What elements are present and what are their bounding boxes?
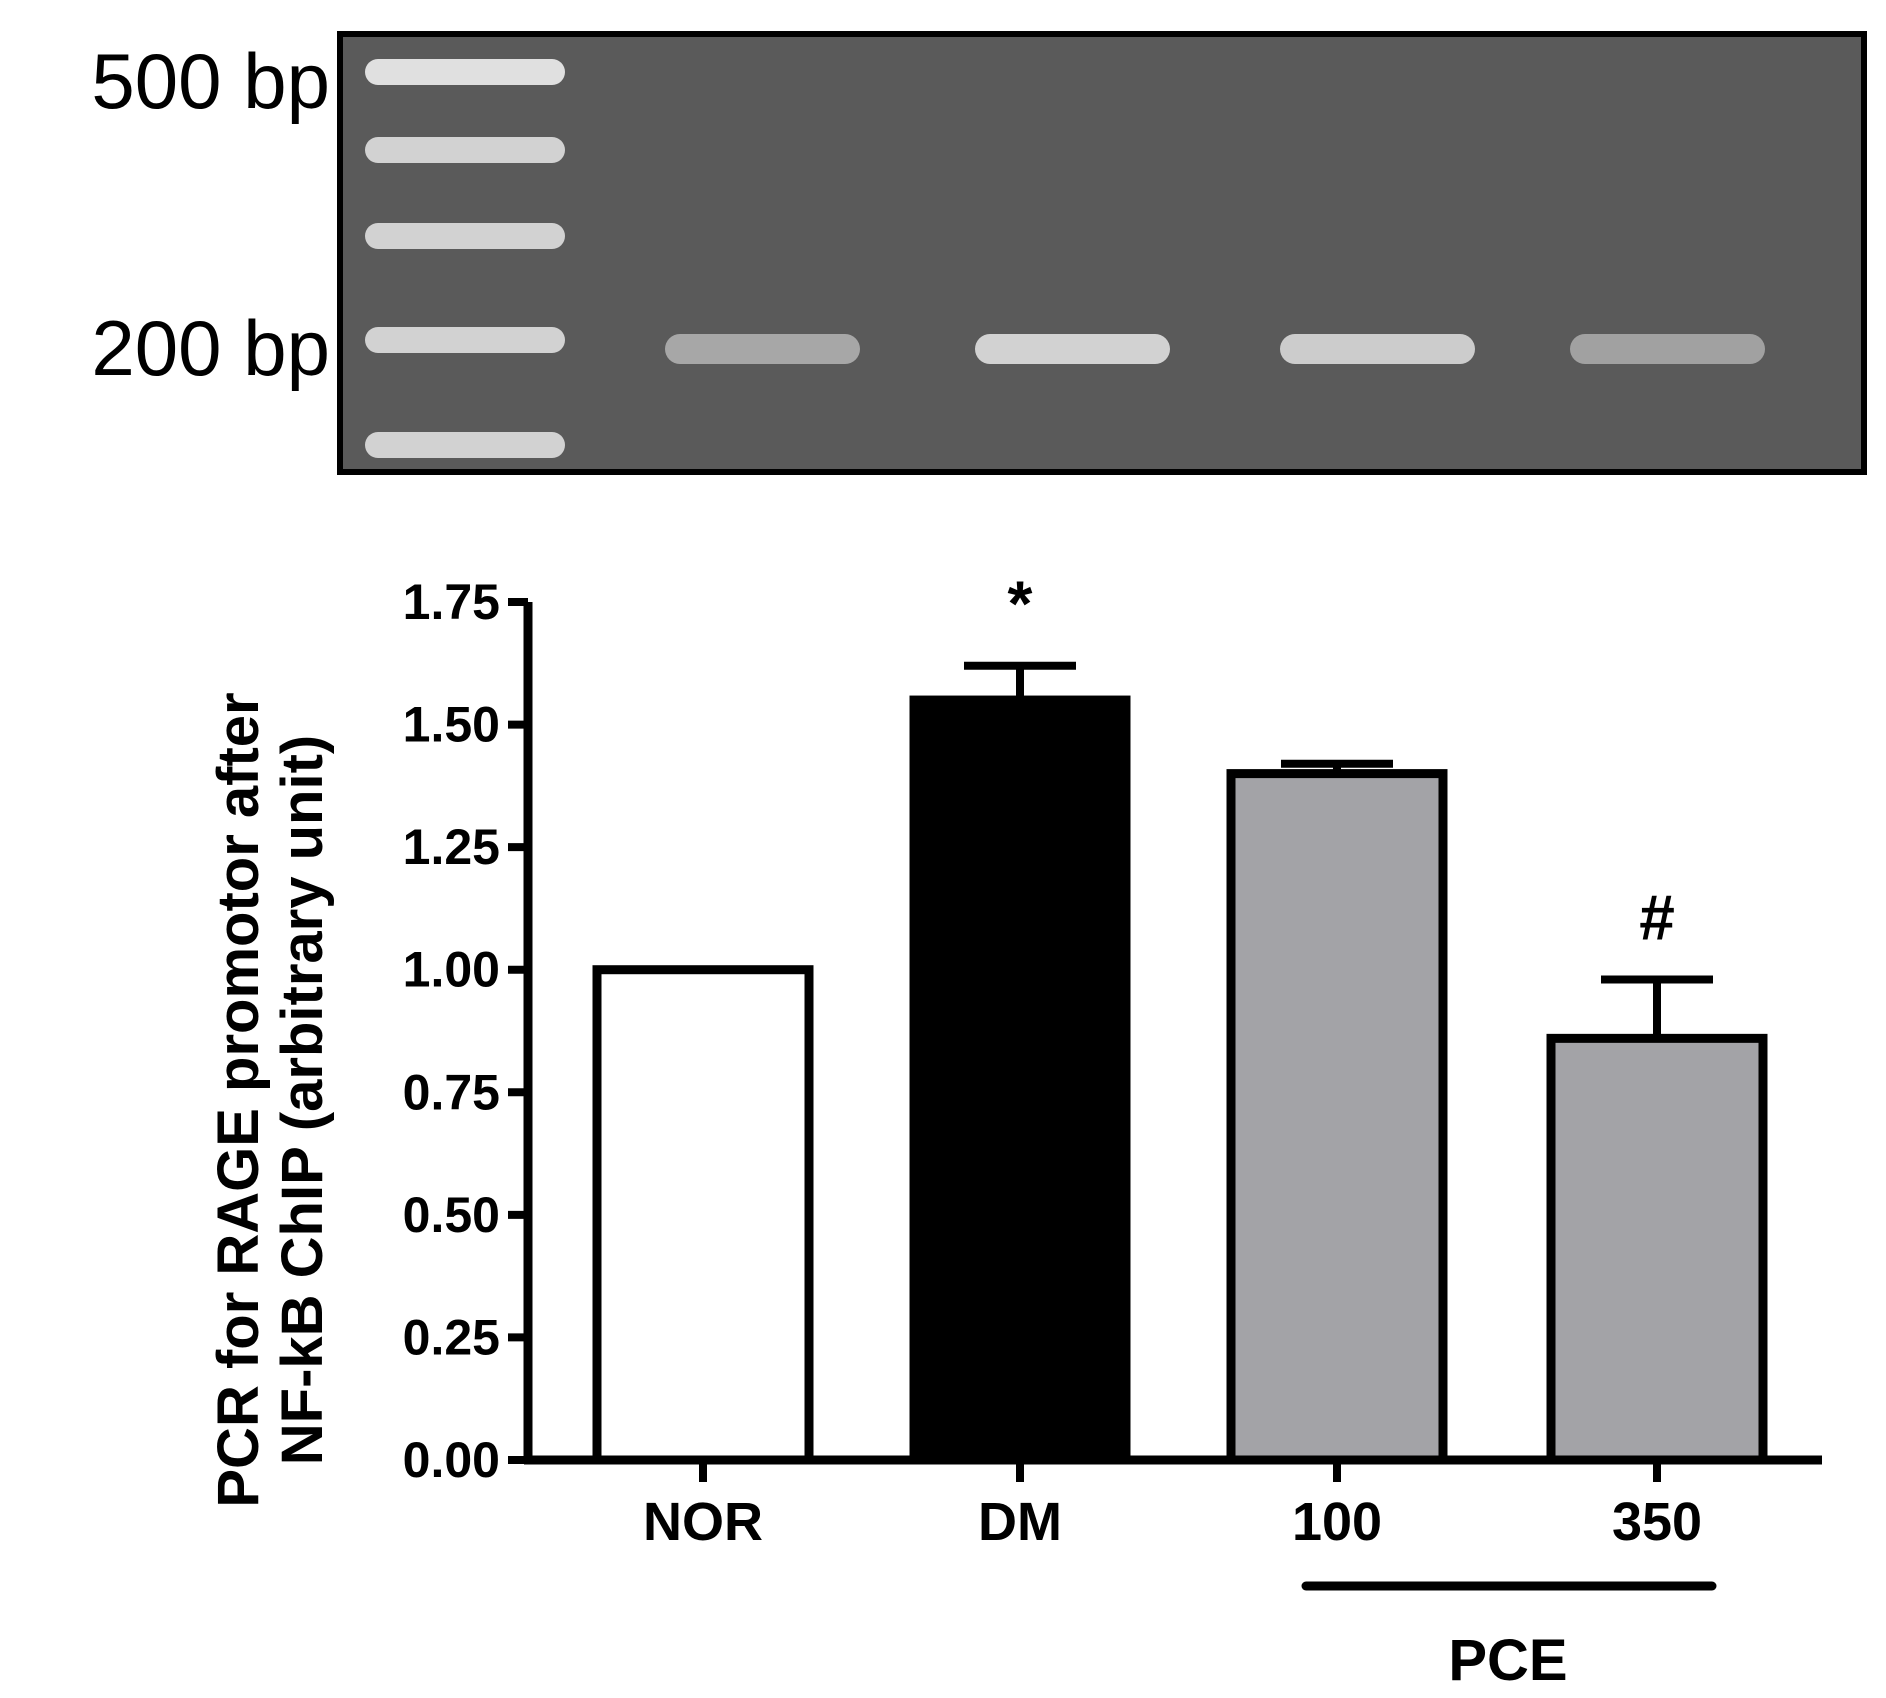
x-tick-label-100: 100: [1292, 1492, 1382, 1552]
bar-350: [1546, 1033, 1768, 1465]
ladder-band: [365, 327, 565, 353]
bar-dm: [909, 695, 1131, 1465]
bar-100: [1226, 769, 1448, 1465]
y-tick-label: 0.50: [403, 1187, 500, 1243]
error-bars: [964, 661, 1713, 1039]
sample-band: [665, 334, 860, 364]
y-tick-label: 0.75: [403, 1064, 500, 1120]
y-tick-label: 1.00: [403, 942, 500, 998]
group-label-pce: PCE: [1448, 1628, 1567, 1693]
ladder-band: [365, 432, 565, 458]
y-tick-label: 1.25: [403, 819, 500, 875]
y-tick-label: 1.50: [403, 697, 500, 753]
bar-nor: [592, 965, 814, 1465]
y-axis-label-line-1: PCR for RAGE promotor after: [206, 692, 271, 1507]
sample-band: [1570, 334, 1765, 364]
x-tick-label-350: 350: [1612, 1492, 1702, 1552]
x-tick-label-dm: DM: [978, 1492, 1062, 1552]
bars: [592, 695, 1768, 1465]
significance-mark: #: [1639, 882, 1675, 954]
sample-band: [975, 334, 1170, 364]
sample-band: [1280, 334, 1475, 364]
y-tick-label: 0.25: [403, 1309, 500, 1365]
marker-label-200bp: 200 bp: [91, 304, 330, 392]
gel-panel: 500 bp 200 bp: [91, 31, 1867, 475]
ladder-band: [365, 137, 565, 163]
gel-bands: [365, 59, 1765, 458]
significance-marks: *#: [1008, 568, 1675, 954]
x-axis-ticks: NOR DM 100 350: [643, 1460, 1702, 1552]
y-tick-label: 0.00: [403, 1432, 500, 1488]
y-axis-ticks: 0.00 0.25 0.50 0.75 1.00 1.25 1.50 1.75: [403, 574, 528, 1488]
ladder-band: [365, 59, 565, 85]
x-tick-label-nor: NOR: [643, 1492, 763, 1552]
y-tick-label: 1.75: [403, 574, 500, 630]
ladder-band: [365, 223, 565, 249]
gel-background: [337, 31, 1867, 475]
significance-mark: *: [1008, 568, 1033, 640]
y-axis-label-line-2: NF-kB ChIP (arbitrary unit): [270, 735, 335, 1465]
marker-label-500bp: 500 bp: [91, 37, 330, 125]
bar-chart: PCR for RAGE promotor after NF-kB ChIP (…: [206, 568, 1822, 1693]
